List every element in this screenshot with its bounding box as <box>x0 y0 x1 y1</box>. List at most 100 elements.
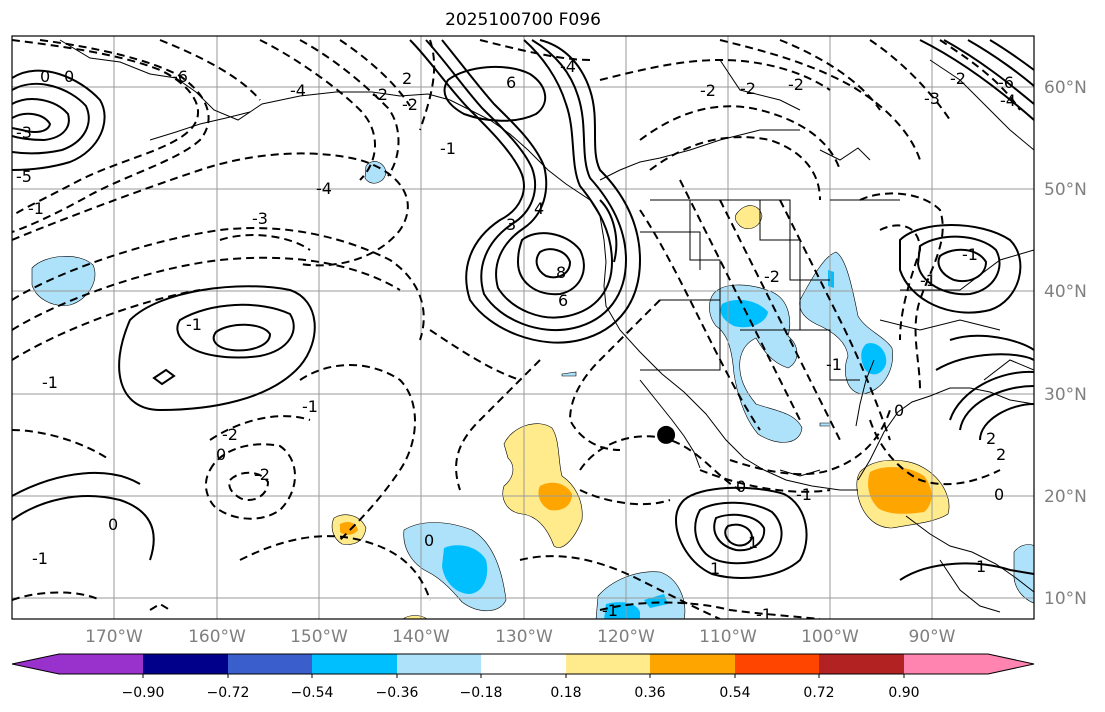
colorbar-tick-label: −0.90 <box>122 685 165 701</box>
contour-label: -4 <box>1000 91 1016 110</box>
colorbar-tick-label: −0.36 <box>376 685 419 701</box>
contour-label: 4 <box>534 199 544 218</box>
contour-label: -2 <box>764 267 780 286</box>
colorbar: −0.90 −0.72 −0.54 −0.36 −0.18 0.18 0.36 … <box>11 653 1035 701</box>
colorbar-tick-label: 0.72 <box>803 685 834 701</box>
colorbar-cell <box>481 654 566 674</box>
contour-label: -2 <box>740 79 756 98</box>
contour-label: 0 <box>736 477 746 496</box>
contour-label: -1 <box>302 397 318 416</box>
colorbar-cell <box>312 654 397 674</box>
contour-label: -2 <box>254 465 270 484</box>
lat-label: 50°N <box>1044 180 1087 200</box>
contour-label: -4 <box>316 179 332 198</box>
contour-label: 6 <box>506 73 516 92</box>
lon-label: 90°W <box>909 627 956 647</box>
contours-positive <box>12 39 1034 581</box>
colorbar-tick-label: 0.90 <box>888 685 919 701</box>
lat-label: 20°N <box>1044 487 1087 507</box>
contour-label: 0 <box>108 515 118 534</box>
contour-label: -2 <box>222 425 238 444</box>
contour-label: -3 <box>252 209 268 228</box>
colorbar-tick-label: 0.54 <box>719 685 750 701</box>
coastlines <box>59 39 1034 613</box>
colorbar-cell <box>735 654 819 674</box>
contour-label: 2 <box>996 445 1006 464</box>
contour-label: 2 <box>986 429 996 448</box>
contour-label: -5 <box>16 167 32 186</box>
contour-label: -1 <box>756 605 772 624</box>
contour-label: 1 <box>710 559 720 578</box>
contour-label: 1 <box>748 533 758 552</box>
colorbar-cell <box>650 654 735 674</box>
contour-label: -1 <box>440 139 456 158</box>
contour-label: -1 <box>32 549 48 568</box>
contour-label: -1 <box>42 373 58 392</box>
colorbar-cell <box>566 654 650 674</box>
contour-label: -2 <box>950 69 966 88</box>
contour-label: -1 <box>28 199 44 218</box>
contour-label: -4 <box>290 81 306 100</box>
colorbar-cell <box>228 654 312 674</box>
colorbar-cell <box>904 654 1034 674</box>
contour-label: -1 <box>186 315 202 334</box>
colorbar-outline <box>11 653 1035 675</box>
lon-label: 170°W <box>85 627 143 647</box>
contours-negative <box>12 39 1021 619</box>
colorbar-cell <box>397 654 481 674</box>
lon-label: 120°W <box>597 627 655 647</box>
contour-label: 3 <box>506 215 516 234</box>
contour-label: -3 <box>16 123 32 142</box>
contour-label: 0 <box>424 531 434 550</box>
contour-label: -6 <box>172 67 188 86</box>
lon-label: 140°W <box>392 627 450 647</box>
shaded-strong-positive <box>340 467 932 535</box>
contour-label: -2 <box>402 95 418 114</box>
contour-label: -1 <box>962 245 978 264</box>
contour-label: 0 <box>994 485 1004 504</box>
lon-label: 100°W <box>801 627 859 647</box>
lat-label: 60°N <box>1044 78 1087 98</box>
colorbar-cell <box>819 654 904 674</box>
contour-label: -3 <box>924 89 940 108</box>
colorbar-tick-label: −0.72 <box>207 685 250 701</box>
contour-label: 2 <box>402 69 412 88</box>
contour-label: -1 <box>602 601 618 620</box>
lon-label: 130°W <box>495 627 553 647</box>
latitude-labels: 60°N 50°N 40°N 30°N 20°N 10°N <box>1044 78 1087 609</box>
contour-label: 8 <box>556 263 566 282</box>
lon-label: 150°W <box>290 627 348 647</box>
colorbar-tick-label: 0.18 <box>550 685 581 701</box>
contour-label: 6 <box>558 291 568 310</box>
contour-label: -1 <box>826 355 842 374</box>
colorbar-tick-label: −0.18 <box>460 685 503 701</box>
contour-label: 1 <box>976 557 986 576</box>
contour-label: 0 <box>40 67 50 86</box>
map-title: 2025100700 F096 <box>445 10 601 30</box>
contour-label: -1 <box>796 485 812 504</box>
lat-label: 10°N <box>1044 589 1087 609</box>
contour-label: -2 <box>372 85 388 104</box>
contour-labels: 0 0 -3 -5 -6 -4 -4 -1 -3 -2 -1 -2 -1 -2 … <box>16 57 1016 624</box>
longitude-labels: 170°W 160°W 150°W 140°W 130°W 120°W 110°… <box>85 627 956 647</box>
lat-label: 40°N <box>1044 282 1087 302</box>
contour-label: 0 <box>64 67 74 86</box>
lon-label: 160°W <box>188 627 246 647</box>
colorbar-tick-label: 0.36 <box>634 685 665 701</box>
contour-label: 0 <box>894 401 904 420</box>
lon-label: 110°W <box>699 627 757 647</box>
contour-label: -4 <box>560 57 576 76</box>
contour-label: -1 <box>920 271 936 290</box>
contour-label: -6 <box>998 73 1014 92</box>
map-gridlines <box>12 36 1034 619</box>
colorbar-cell <box>143 654 228 674</box>
colorbar-tick-label: −0.54 <box>291 685 334 701</box>
contour-label: -2 <box>788 75 804 94</box>
location-marker <box>657 425 676 444</box>
contour-label: 0 <box>216 445 226 464</box>
lat-label: 30°N <box>1044 385 1087 405</box>
contour-label: -2 <box>700 81 716 100</box>
colorbar-cell <box>12 654 143 674</box>
map-background <box>12 36 1034 619</box>
